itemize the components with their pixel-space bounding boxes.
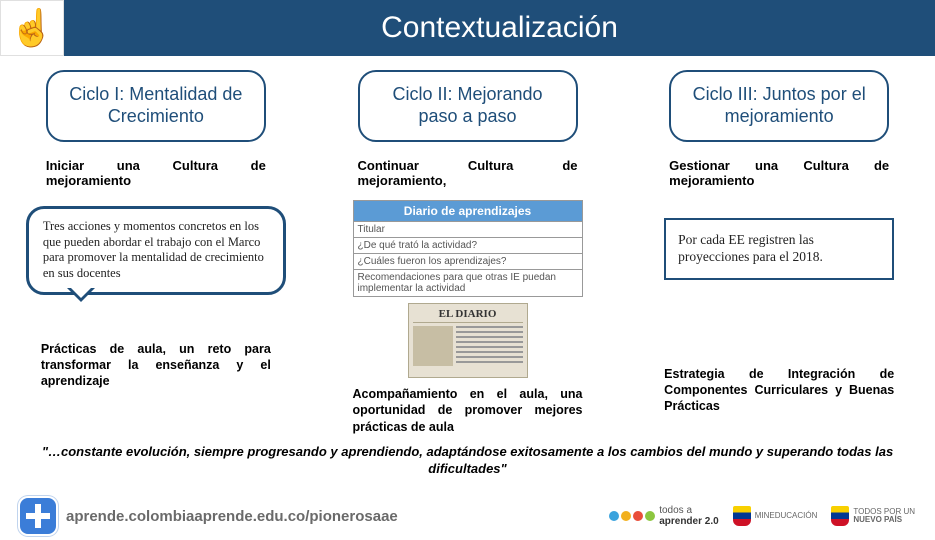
shield-icon [733,506,751,526]
dot-icon [633,511,643,521]
min-label: MINEDUCACIÓN [755,512,818,520]
logo-nuevo-pais: TODOS POR UN NUEVO PAÍS [831,506,915,526]
diario-table: Diario de aprendizajes Titular ¿De qué t… [353,200,583,297]
pta-label-2: aprender 2.0 [659,516,718,527]
footer-left: aprende.colombiaaprende.edu.co/pionerosa… [20,498,398,534]
diario-header: Diario de aprendizajes [353,200,583,222]
dot-icon [645,511,655,521]
diario-row: ¿Cuáles fueron los aprendizajes? [353,254,583,270]
pointing-hand-icon: ☝ [0,0,64,56]
page-title: Contextualización [64,0,935,56]
footer-url: aprende.colombiaaprende.edu.co/pionerosa… [66,508,398,525]
newspaper-lines [456,326,523,366]
dot-icon [609,511,619,521]
footer-right: todos a aprender 2.0 MINEDUCACIÓN TODOS … [609,505,915,527]
column-cycle-2: Ciclo II: Mejorando paso a paso Continua… [332,70,604,435]
quote-text: "…constante evolución, siempre progresan… [0,435,935,478]
cycle-1-box: Ciclo I: Mentalidad de Crecimiento [46,70,266,142]
footer: aprende.colombiaaprende.edu.co/pionerosa… [0,498,935,534]
column-cycle-1: Ciclo I: Mentalidad de Crecimiento Inici… [20,70,292,435]
dot-icon [621,511,631,521]
logo-mineducacion: MINEDUCACIÓN [733,506,818,526]
shield-icon [831,506,849,526]
cycle-2-bottom-text: Acompañamiento en el aula, una oportunid… [353,386,583,435]
speech-bubble: Tres acciones y momentos concretos en lo… [26,206,286,295]
pais-label-2: NUEVO PAÍS [853,516,915,524]
diario-row: Titular [353,222,583,238]
cycle-3-box: Ciclo III: Juntos por el mejoramiento [669,70,889,142]
cycle-2-box: Ciclo II: Mejorando paso a paso [358,70,578,142]
cycle-1-subtitle: Iniciar una Cultura de mejoramiento [46,158,266,188]
projections-box: Por cada EE registren las proyecciones p… [664,218,894,280]
header-bar: ☝ Contextualización [0,0,935,56]
newspaper-title: EL DIARIO [413,308,523,323]
cycle-2-subtitle: Continuar Cultura de mejoramiento, [358,158,578,188]
cycle-3-subtitle: Gestionar una Cultura de mejoramiento [669,158,889,188]
pta-label-1: todos a [659,505,718,516]
plus-badge-icon [20,498,56,534]
diario-row: Recomendaciones para que otras IE puedan… [353,270,583,297]
columns-container: Ciclo I: Mentalidad de Crecimiento Inici… [0,56,935,435]
newspaper-image-placeholder [413,326,453,366]
logo-todos-aprender: todos a aprender 2.0 [609,505,718,527]
newspaper-graphic: EL DIARIO [408,303,528,378]
column-cycle-3: Ciclo III: Juntos por el mejoramiento Ge… [643,70,915,435]
cycle-1-bottom-text: Prácticas de aula, un reto para transfor… [41,341,271,390]
cycle-3-bottom-text: Estrategia de Integración de Componentes… [664,366,894,415]
diario-row: ¿De qué trató la actividad? [353,238,583,254]
